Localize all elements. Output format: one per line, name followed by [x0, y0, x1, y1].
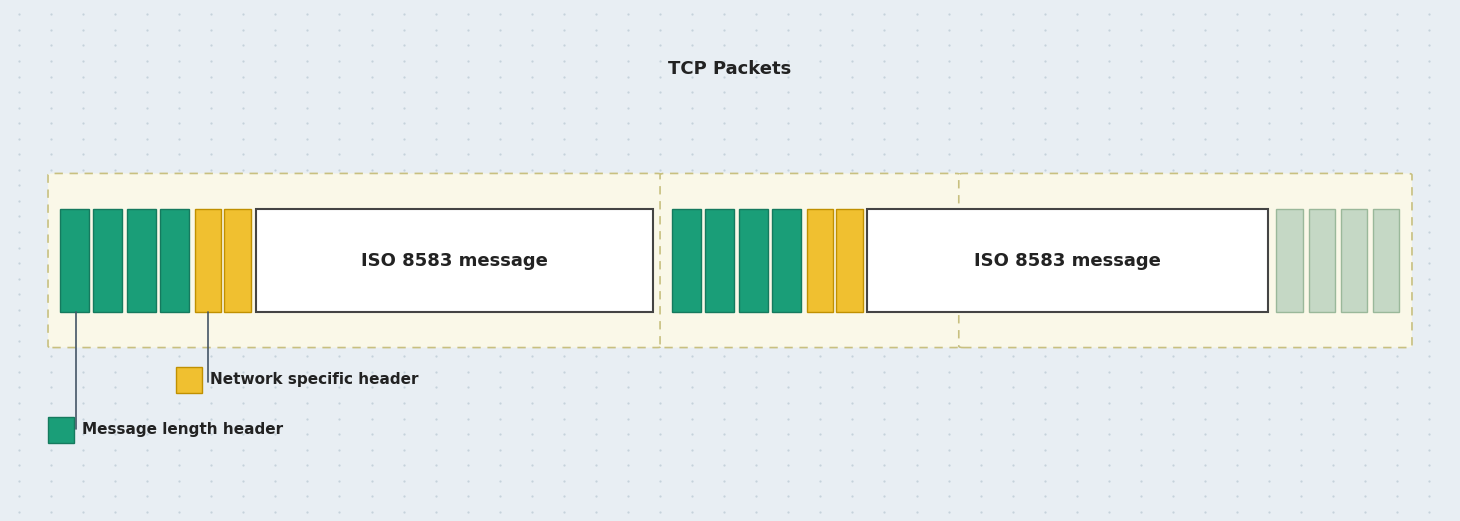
Bar [739, 209, 768, 312]
Bar [177, 367, 203, 393]
Bar [48, 417, 74, 443]
Bar [1308, 209, 1334, 312]
FancyBboxPatch shape [48, 173, 661, 348]
Bar [161, 209, 190, 312]
Bar [1372, 209, 1399, 312]
Bar [867, 209, 1267, 312]
Text: TCP Packets: TCP Packets [669, 60, 791, 78]
Text: ISO 8583 message: ISO 8583 message [361, 252, 548, 269]
Text: Message length header: Message length header [82, 423, 283, 438]
Bar [672, 209, 701, 312]
Bar [93, 209, 123, 312]
Bar [257, 209, 653, 312]
Bar [705, 209, 734, 312]
Bar [127, 209, 156, 312]
FancyBboxPatch shape [660, 173, 961, 348]
Bar [1340, 209, 1367, 312]
Bar [837, 209, 863, 312]
Bar [60, 209, 89, 312]
Text: ISO 8583 message: ISO 8583 message [974, 252, 1161, 269]
Bar [807, 209, 834, 312]
Text: Network specific header: Network specific header [210, 372, 418, 387]
Bar [225, 209, 251, 312]
Bar [1276, 209, 1302, 312]
FancyBboxPatch shape [959, 173, 1412, 348]
Bar [196, 209, 222, 312]
Bar [772, 209, 802, 312]
